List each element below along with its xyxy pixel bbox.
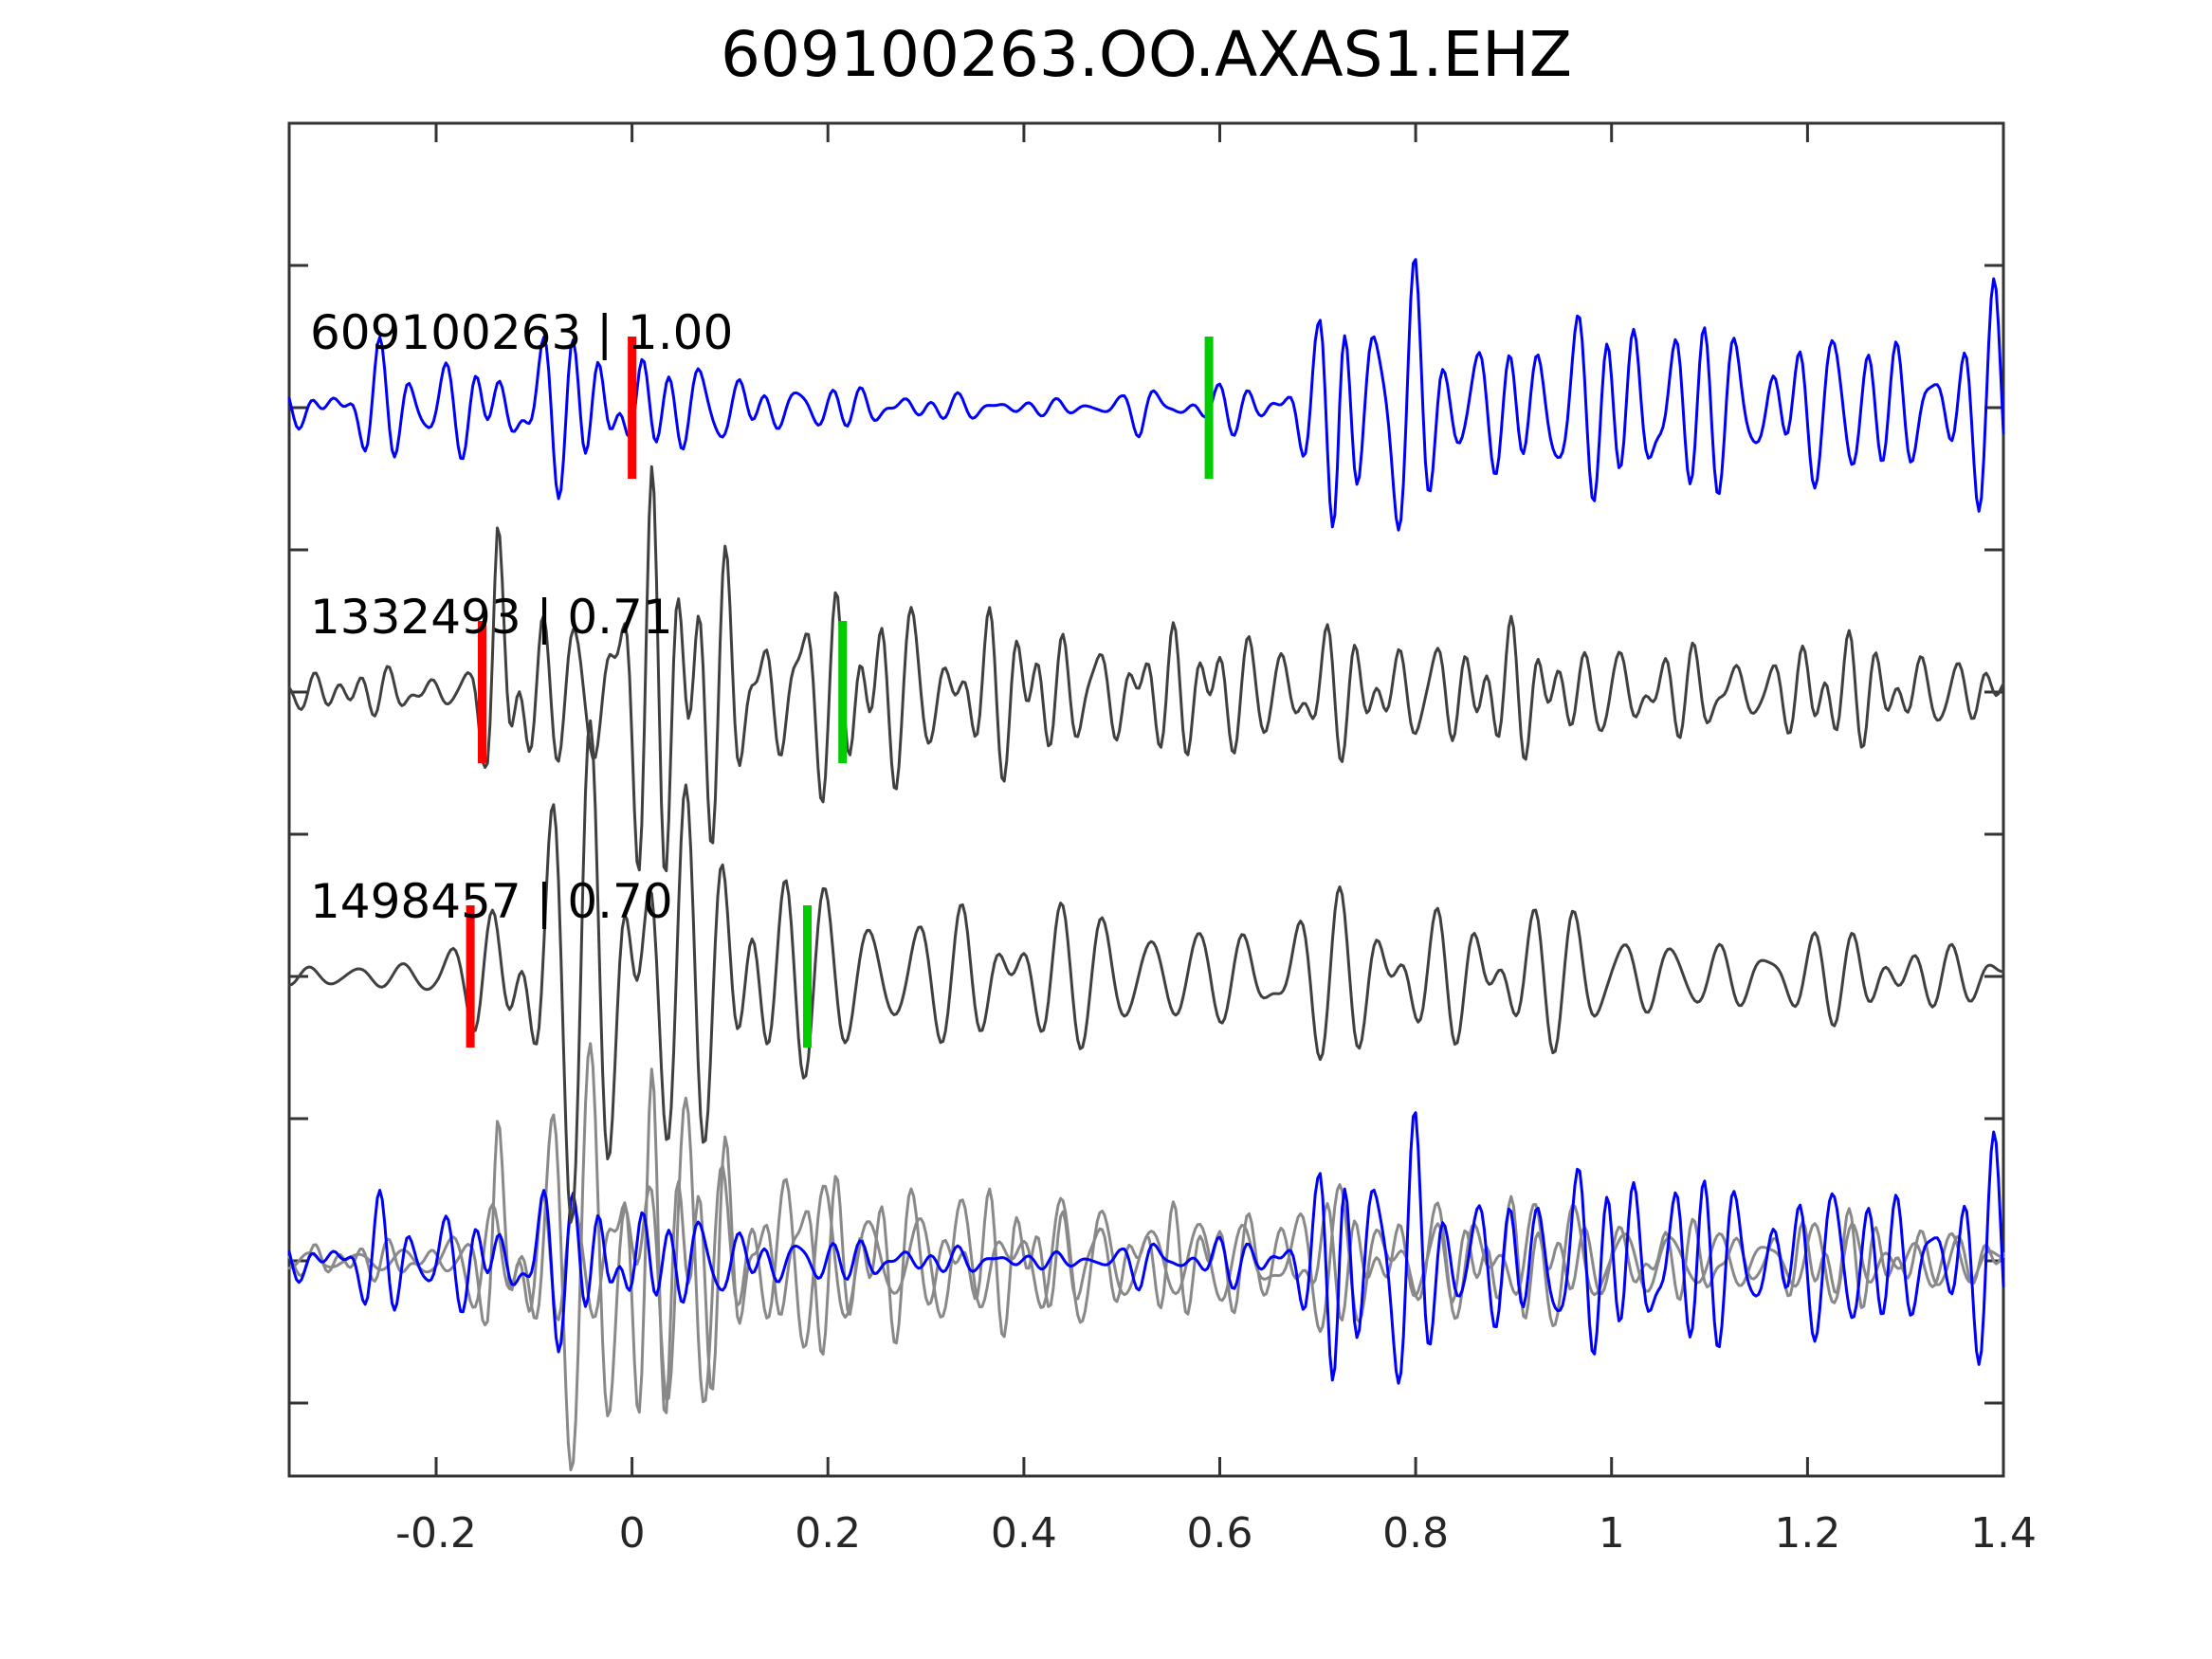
trace-label-609100263: 609100263 | 1.00 <box>310 305 733 360</box>
green-pick-marker-609100263 <box>1204 337 1214 479</box>
x-tick-label: 1 <box>1599 1509 1625 1558</box>
axis-ticks <box>289 123 2005 1476</box>
trace-label-1498457: 1498457 | 0.70 <box>310 874 673 929</box>
waveform-609100263 <box>287 258 2005 532</box>
x-tick-label: 0 <box>619 1509 646 1558</box>
overlay-waveform-609100263 <box>287 1111 2005 1385</box>
x-tick-label: 0.4 <box>991 1509 1057 1558</box>
x-tick-label: 0.6 <box>1187 1509 1253 1558</box>
overlay-waveform-1498457 <box>287 1042 2005 1471</box>
pick-markers <box>466 337 1214 1048</box>
x-tick-labels: -0.2 0 0.2 0.4 0.6 0.8 1 1.2 1.4 <box>395 1509 2037 1558</box>
red-pick-marker-1498457 <box>466 905 475 1048</box>
overlay-waveform-1332493 <box>287 1067 2005 1414</box>
trace-labels: 609100263 | 1.00 1332493 | 0.71 1498457 | … <box>310 305 733 929</box>
green-pick-marker-1498457 <box>803 905 812 1048</box>
red-pick-marker-1332493 <box>478 621 486 763</box>
plot-area-border <box>287 121 2005 1478</box>
waveform-traces <box>287 258 2005 1471</box>
red-pick-marker-609100263 <box>628 337 637 479</box>
trace-label-1332493: 1332493 | 0.71 <box>310 590 673 645</box>
figure-title: 609100263.OO.AXAS1.EHZ <box>721 18 1572 91</box>
x-tick-label: 1.4 <box>1970 1509 2037 1558</box>
green-pick-marker-1332493 <box>838 621 848 763</box>
waveform-1332493 <box>287 465 2005 873</box>
x-tick-label: 0.8 <box>1382 1509 1449 1558</box>
x-tick-label: -0.2 <box>395 1509 477 1558</box>
x-tick-label: 0.2 <box>795 1509 861 1558</box>
x-tick-label: 1.2 <box>1774 1509 1840 1558</box>
waveform-1498457 <box>287 719 2005 1224</box>
